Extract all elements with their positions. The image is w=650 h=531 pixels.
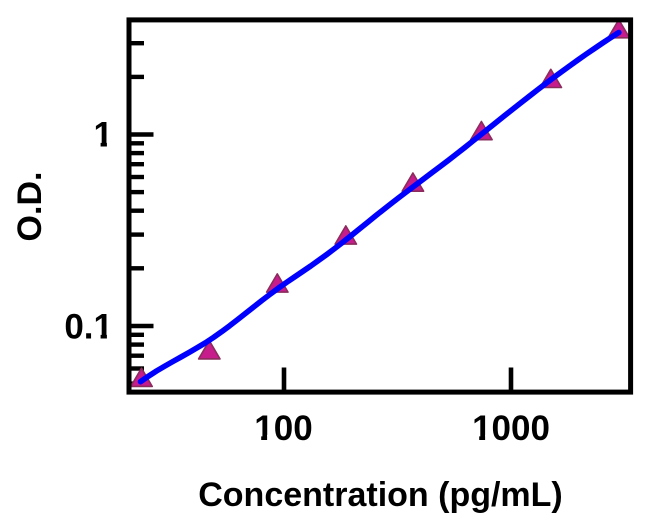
svg-text:1000: 1000 xyxy=(472,409,550,448)
svg-text:1: 1 xyxy=(94,116,113,155)
svg-text:Concentration (pg/mL): Concentration (pg/mL) xyxy=(198,476,563,514)
svg-text:O.D.: O.D. xyxy=(11,172,49,242)
svg-text:100: 100 xyxy=(254,409,312,448)
svg-text:0.1: 0.1 xyxy=(64,308,113,347)
